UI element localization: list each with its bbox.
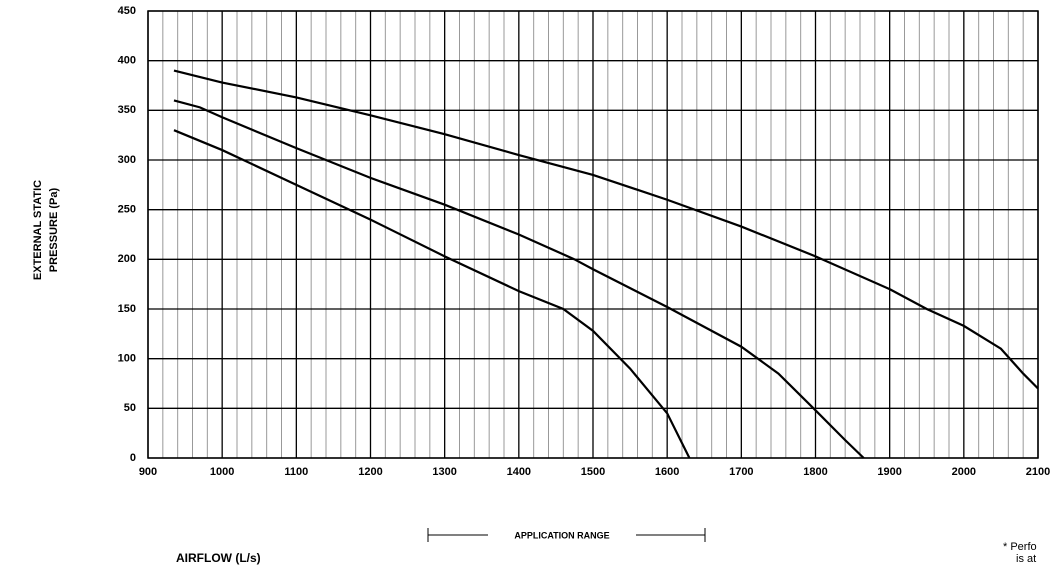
x-tick-label: 1600 [655, 466, 679, 478]
footnote: * Perfo [1003, 541, 1037, 553]
footnote: is at [1016, 553, 1036, 565]
y-tick-label: 400 [118, 55, 136, 67]
curve [173, 99, 865, 459]
x-tick-label: 1900 [877, 466, 901, 478]
x-tick-label: 1400 [507, 466, 531, 478]
y-tick-label: 100 [118, 353, 136, 365]
curve [173, 129, 691, 459]
y-tick-label: 350 [118, 104, 136, 116]
y-tick-label: 300 [118, 154, 136, 166]
range-bracket [427, 528, 706, 542]
y-tick-label: 0 [130, 452, 136, 464]
y-tick-label: 450 [118, 5, 136, 17]
x-tick-label: 1800 [803, 466, 827, 478]
y-tick-label: 50 [124, 402, 136, 414]
x-tick-label: 1300 [432, 466, 456, 478]
x-tick-label: 1500 [581, 466, 605, 478]
y-axis-label: PRESSURE (Pa) [48, 187, 60, 272]
x-tick-label: 900 [139, 466, 157, 478]
x-tick-label: 2000 [952, 466, 976, 478]
y-tick-label: 250 [118, 204, 136, 216]
x-tick-label: 1700 [729, 466, 753, 478]
x-tick-label: 1200 [358, 466, 382, 478]
y-tick-label: 150 [118, 303, 136, 315]
x-tick-label: 1000 [210, 466, 234, 478]
curve [173, 69, 1039, 390]
y-tick-label: 200 [118, 253, 136, 265]
y-axis-label: EXTERNAL STATIC [32, 180, 44, 280]
annotation: APPLICATION RANGE [514, 530, 609, 540]
plot-frame [147, 10, 1039, 459]
x-tick-label: 2100 [1026, 466, 1050, 478]
x-tick-label: 1100 [284, 466, 308, 478]
x-axis-label: AIRFLOW (L/s) [176, 551, 261, 565]
